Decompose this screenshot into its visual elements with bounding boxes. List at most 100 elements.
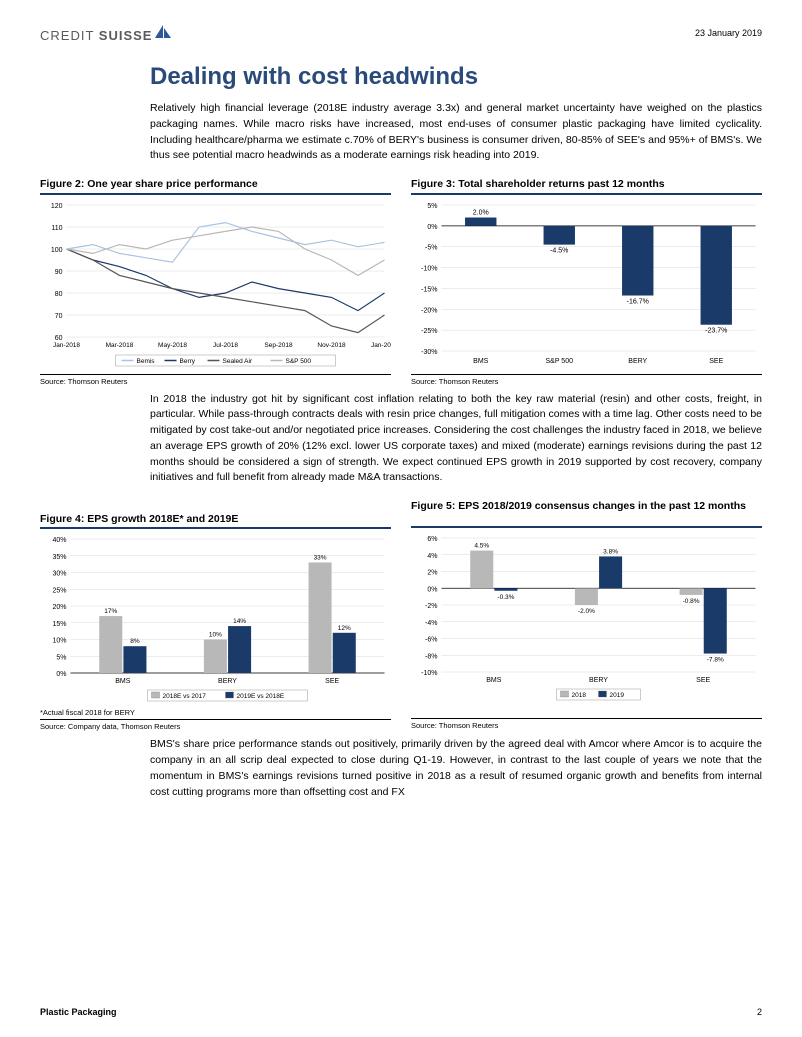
svg-text:12%: 12% — [338, 625, 351, 632]
svg-text:S&P 500: S&P 500 — [286, 358, 312, 365]
svg-text:-23.7%: -23.7% — [705, 327, 727, 334]
svg-text:Jan-2019: Jan-2019 — [371, 342, 391, 349]
svg-text:BERY: BERY — [218, 678, 237, 685]
svg-text:10%: 10% — [209, 632, 222, 639]
content-2: In 2018 the industry got hit by signific… — [150, 392, 762, 487]
svg-text:Sep-2018: Sep-2018 — [264, 342, 293, 349]
svg-text:Mar-2018: Mar-2018 — [106, 342, 134, 349]
figure-2: Figure 2: One year share price performan… — [40, 178, 391, 386]
page: CREDIT SUISSE 23 January 2019 Dealing wi… — [0, 0, 802, 1037]
svg-text:2018E vs 2017: 2018E vs 2017 — [163, 693, 207, 700]
svg-text:-0.8%: -0.8% — [683, 598, 700, 605]
page-number: 2 — [757, 1007, 762, 1017]
footer-left: Plastic Packaging — [40, 1007, 117, 1017]
svg-text:20%: 20% — [52, 604, 66, 611]
page-footer: Plastic Packaging 2 — [40, 1007, 762, 1017]
svg-text:SEE: SEE — [709, 358, 723, 365]
svg-text:10%: 10% — [52, 638, 66, 645]
svg-text:15%: 15% — [52, 621, 66, 628]
svg-text:BERY: BERY — [589, 677, 608, 684]
svg-text:0%: 0% — [56, 671, 66, 678]
svg-text:80: 80 — [55, 291, 63, 298]
svg-text:-15%: -15% — [421, 286, 437, 293]
svg-text:33%: 33% — [314, 555, 327, 562]
figure-3-source: Source: Thomson Reuters — [411, 374, 762, 386]
svg-text:Bemis: Bemis — [137, 358, 156, 365]
svg-text:17%: 17% — [104, 608, 117, 615]
svg-text:-10%: -10% — [421, 265, 437, 272]
svg-text:5%: 5% — [56, 655, 66, 662]
figure-4-title-text: Figure 4: EPS growth 2018E* and 2019E — [40, 513, 238, 525]
figure-4-chart: 0%5%10%15%20%25%30%35%40%17%8%BMS10%14%B… — [40, 533, 391, 703]
svg-text:0%: 0% — [427, 223, 437, 230]
svg-text:2018: 2018 — [572, 692, 587, 699]
svg-text:-5%: -5% — [425, 244, 437, 251]
svg-text:-30%: -30% — [421, 349, 437, 356]
figure-3-title: Figure 3: Total shareholder returns past… — [411, 178, 762, 195]
paragraph-1: Relatively high financial leverage (2018… — [150, 101, 762, 164]
svg-text:Berry: Berry — [180, 358, 196, 365]
svg-text:40%: 40% — [52, 537, 66, 544]
svg-text:-0.3%: -0.3% — [497, 594, 514, 601]
svg-text:4%: 4% — [427, 553, 437, 560]
svg-text:110: 110 — [51, 225, 62, 232]
figure-3: Figure 3: Total shareholder returns past… — [411, 178, 762, 386]
paragraph-2: In 2018 the industry got hit by signific… — [150, 392, 762, 487]
svg-text:3.8%: 3.8% — [603, 549, 618, 556]
report-date: 23 January 2019 — [695, 28, 762, 38]
figure-row-2: Figure 4: EPS growth 2018E* and 2019E 0%… — [40, 500, 762, 731]
svg-text:2%: 2% — [427, 570, 437, 577]
svg-text:-7.8%: -7.8% — [707, 657, 724, 664]
svg-text:90: 90 — [55, 269, 63, 276]
figure-5-spacer — [411, 707, 762, 716]
figure-4: Figure 4: EPS growth 2018E* and 2019E 0%… — [40, 500, 391, 731]
figure-2-chart: 60708090100110120Jan-2018Mar-2018May-201… — [40, 199, 391, 369]
svg-text:4.5%: 4.5% — [474, 543, 489, 550]
svg-text:2019: 2019 — [610, 692, 625, 699]
svg-text:35%: 35% — [52, 554, 66, 561]
figure-row-1: Figure 2: One year share price performan… — [40, 178, 762, 386]
figure-5-source: Source: Thomson Reuters — [411, 718, 762, 730]
svg-text:Jul-2018: Jul-2018 — [213, 342, 238, 349]
svg-text:5%: 5% — [427, 203, 437, 210]
logo: CREDIT SUISSE — [40, 28, 172, 43]
figure-5: Figure 5: EPS 2018/2019 consensus change… — [411, 500, 762, 731]
logo-word-1: CREDIT — [40, 28, 94, 43]
logo-word-2: SUISSE — [99, 28, 153, 43]
content-3: BMS's share price performance stands out… — [150, 737, 762, 800]
svg-text:-4.5%: -4.5% — [550, 247, 568, 254]
svg-text:70: 70 — [55, 313, 63, 320]
svg-text:BMS: BMS — [473, 358, 489, 365]
svg-text:-2%: -2% — [425, 603, 437, 610]
svg-text:BMS: BMS — [115, 678, 131, 685]
page-header: CREDIT SUISSE 23 January 2019 — [40, 28, 762, 43]
svg-text:8%: 8% — [130, 638, 140, 645]
svg-text:-2.0%: -2.0% — [578, 608, 595, 615]
svg-text:60: 60 — [55, 335, 63, 342]
svg-text:SEE: SEE — [696, 677, 710, 684]
svg-text:30%: 30% — [52, 571, 66, 578]
page-title: Dealing with cost headwinds — [150, 63, 762, 91]
paragraph-3: BMS's share price performance stands out… — [150, 737, 762, 800]
figure-4-footnote: *Actual fiscal 2018 for BERY — [40, 708, 391, 717]
svg-text:0%: 0% — [427, 586, 437, 593]
svg-text:-10%: -10% — [421, 670, 437, 677]
svg-text:120: 120 — [51, 203, 63, 210]
svg-text:2019E vs 2018E: 2019E vs 2018E — [237, 693, 285, 700]
figure-4-title: Figure 4: EPS growth 2018E* and 2019E — [40, 500, 391, 529]
main-content: Dealing with cost headwinds Relatively h… — [150, 63, 762, 164]
sail-icon — [154, 24, 172, 40]
svg-text:BERY: BERY — [628, 358, 647, 365]
logo-text: CREDIT SUISSE — [40, 28, 152, 43]
svg-text:May-2018: May-2018 — [158, 342, 187, 349]
svg-text:-20%: -20% — [421, 307, 437, 314]
svg-text:25%: 25% — [52, 588, 66, 595]
svg-text:6%: 6% — [427, 536, 437, 543]
svg-text:-25%: -25% — [421, 328, 437, 335]
svg-text:2.0%: 2.0% — [473, 209, 489, 216]
svg-text:-6%: -6% — [425, 637, 437, 644]
svg-text:Sealed Air: Sealed Air — [223, 358, 253, 365]
svg-text:-4%: -4% — [425, 620, 437, 627]
svg-text:-16.7%: -16.7% — [627, 298, 649, 305]
svg-text:Jan-2018: Jan-2018 — [53, 342, 80, 349]
